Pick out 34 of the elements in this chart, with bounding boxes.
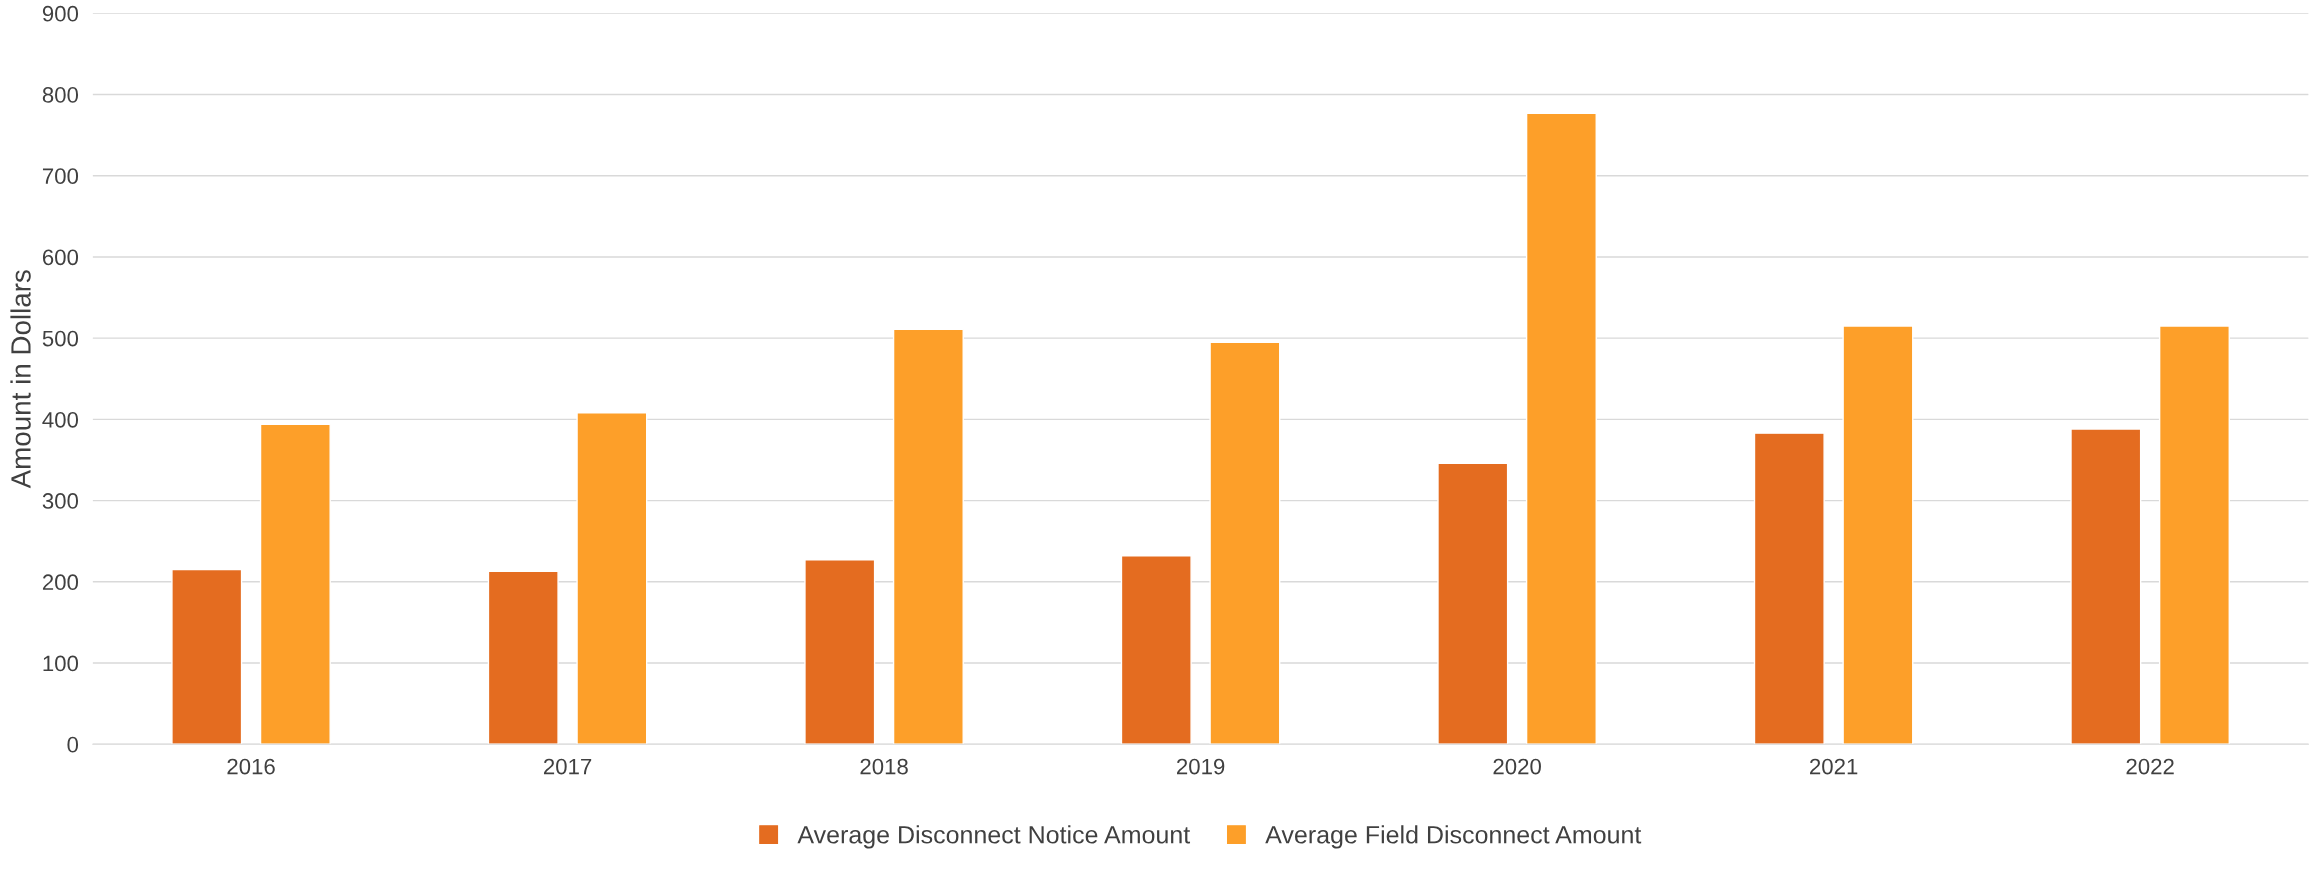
bar <box>1209 341 1281 745</box>
bar <box>1437 462 1509 745</box>
bar <box>259 423 331 745</box>
x-tick-label: 2016 <box>227 758 275 775</box>
bar <box>487 570 559 745</box>
bar <box>171 568 243 745</box>
y-tick-label: 700 <box>42 168 79 184</box>
bar <box>892 328 964 745</box>
bar <box>1753 432 1825 745</box>
x-tick-label: 2018 <box>860 758 908 775</box>
x-tick-label: 2017 <box>543 758 592 775</box>
bar <box>1525 112 1597 745</box>
bar <box>1120 555 1192 745</box>
y-tick-label: 400 <box>42 411 79 428</box>
y-tick-label: 800 <box>42 87 79 103</box>
legend-label: Average Field Disconnect Amount <box>1265 825 1642 849</box>
x-tick-label: 2021 <box>1810 758 1858 775</box>
bar <box>2158 325 2230 745</box>
bar <box>576 412 648 745</box>
y-tick-label: 900 <box>42 5 79 22</box>
y-axis-title: Amount in Dollars <box>10 270 31 489</box>
y-tick-label: 200 <box>42 574 79 591</box>
x-tick-label: 2022 <box>2126 758 2174 775</box>
x-tick-label: 2019 <box>1177 758 1225 775</box>
y-tick-label: 100 <box>43 655 79 672</box>
y-tick-label: 500 <box>42 330 79 347</box>
bar <box>1842 325 1914 745</box>
legend-label: Average Disconnect Notice Amount <box>797 825 1191 849</box>
x-tick-label: 2020 <box>1493 758 1541 775</box>
bar <box>2070 428 2142 745</box>
y-tick-label: 300 <box>42 493 79 509</box>
bar <box>804 559 876 745</box>
y-tick-label: 600 <box>42 249 79 266</box>
y-tick-label: 0 <box>67 736 79 753</box>
